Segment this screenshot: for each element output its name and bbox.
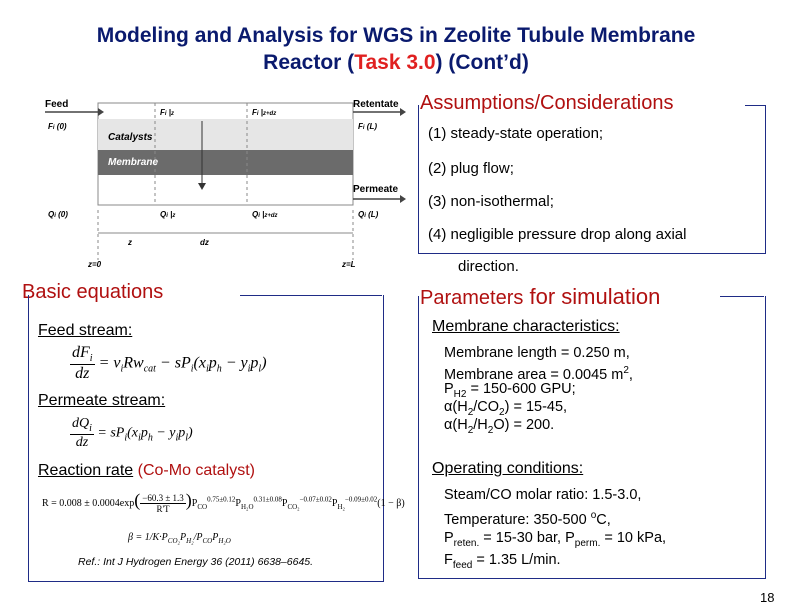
selectivity-h2o: α(H2/H2O) = 200. — [444, 417, 555, 436]
selectivity-co2: α(H2/CO2) = 15-45, — [444, 399, 568, 418]
qiz-label: Qi |z — [160, 210, 175, 219]
assumption-4-cont: direction. — [458, 258, 519, 275]
permeate-label: Permeate — [353, 184, 398, 195]
assumptions-box — [418, 105, 766, 254]
task-label: Task 3.0 — [354, 51, 436, 74]
permeate-stream-label: Permeate stream: — [38, 392, 166, 409]
assumptions-heading: Assumptions/Considerations — [420, 92, 674, 114]
params-heading-b: for simulation — [523, 284, 661, 309]
params-heading: Parameters for simulation — [420, 284, 660, 310]
permeate-equation: dQi dz = sPi(xiph − yipl) — [70, 416, 193, 450]
params-box — [418, 296, 766, 579]
assumption-2: (2) plug flow; — [428, 160, 514, 177]
feed-equation: dFi dz = viRwcat − sPi(xiph − yipl) — [70, 344, 267, 383]
title-line-1: Modeling and Analysis for WGS in Zeolite… — [96, 24, 696, 47]
qi0-label: Qi (0) — [48, 210, 68, 219]
assumption-4: (4) negligible pressure drop along axial — [428, 226, 687, 243]
retentate-label: Retentate — [353, 99, 399, 110]
title-line-2: Reactor (Task 3.0) (Cont’d) — [0, 49, 792, 76]
fi0-label: Fi (0) — [48, 122, 67, 131]
reference: Ref.: Int J Hydrogen Energy 36 (2011) 66… — [78, 556, 314, 568]
basic-box — [28, 295, 384, 582]
reaction-rate-line: Reaction rate (Co-Mo catalyst) — [38, 462, 255, 480]
beta-equation: β = 1/K·PCO₂PH₂/PCOPH₂O — [128, 532, 231, 545]
params-box-top — [720, 296, 764, 297]
flux-arrowhead — [198, 183, 206, 190]
page-number: 18 — [760, 590, 775, 605]
reactor-diagram: Feed Fi (0) Retentate Fi (L) Catalysts M… — [45, 99, 406, 269]
membrane-length: Membrane length = 0.250 m, — [444, 345, 630, 361]
dz-label: dz — [200, 238, 209, 247]
membrane-label: Membrane — [108, 157, 158, 168]
feed-stream-label: Feed stream: — [38, 322, 133, 339]
slide-title: Modeling and Analysis for WGS in Zeolite… — [0, 22, 792, 76]
catalyst-label: (Co-Mo catalyst) — [137, 462, 255, 479]
fiz-label: Fi |z — [160, 108, 174, 117]
pressures: Preten. = 15-30 bar, Pperm. = 10 kPa, — [444, 530, 667, 549]
zL-label: z=L — [341, 260, 356, 269]
h2-permeance: PH2 = 150-600 GPU; — [444, 381, 576, 400]
params-heading-a: Parameters — [420, 287, 524, 309]
catalysts-label: Catalysts — [108, 132, 153, 143]
assumption-3: (3) non-isothermal; — [428, 193, 554, 210]
membrane-area: Membrane area = 0.0045 m2, — [444, 365, 633, 383]
reaction-rate-label: Reaction rate — [38, 462, 134, 479]
catalyst-layer — [98, 119, 353, 150]
feed-label: Feed — [45, 99, 68, 110]
feed-arrowhead — [98, 108, 104, 116]
operating-label: Operating conditions: — [432, 460, 584, 477]
retentate-arrowhead — [400, 108, 406, 116]
rate-equation: R = 0.008 ± 0.0004exp(−60.3 ± 1.3 R'T)PCO… — [42, 490, 405, 515]
fizdz-label: Fi |z+dz — [252, 108, 276, 117]
basic-box-top — [240, 295, 382, 296]
z-label: z — [127, 238, 132, 247]
membrane-layer — [98, 150, 353, 175]
fiL-label: Fi (L) — [358, 122, 377, 131]
title-line-2-end: ) (Cont’d) — [435, 51, 529, 74]
assumption-1: (1) steady-state operation; — [428, 125, 604, 142]
temperature: Temperature: 350-500 oC, — [444, 510, 611, 528]
qiL-label: Qi (L) — [358, 210, 379, 219]
z0-label: z=0 — [87, 260, 102, 269]
title-line-2-start: Reactor ( — [263, 51, 355, 74]
basic-heading: Basic equations — [22, 281, 164, 303]
steam-co-ratio: Steam/CO molar ratio: 1.5-3.0, — [444, 487, 642, 503]
membrane-char-label: Membrane characteristics: — [432, 318, 620, 335]
feed-flow: Ffeed = 1.35 L/min. — [444, 552, 561, 571]
qizdz-label: Qi |z+dz — [252, 210, 278, 219]
assumptions-box-top — [745, 105, 765, 106]
permeate-arrowhead — [400, 195, 406, 203]
